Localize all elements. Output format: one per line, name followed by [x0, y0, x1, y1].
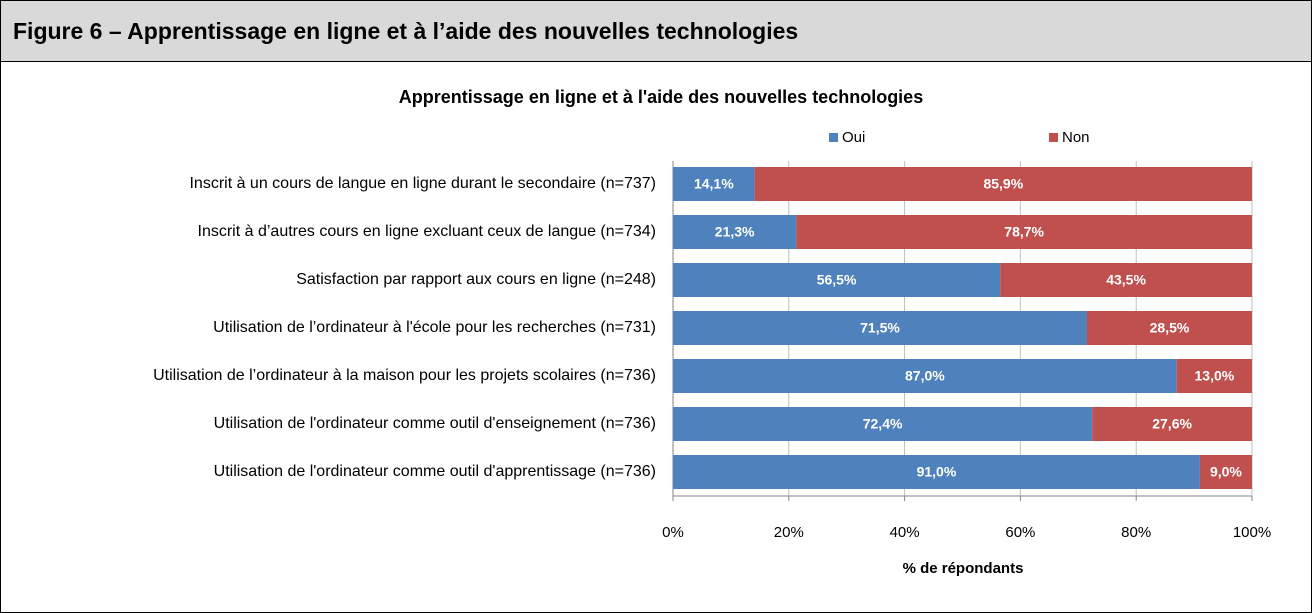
value-label: 14,1%	[694, 176, 734, 192]
figure-title: Figure 6 – Apprentissage en ligne et à l…	[13, 18, 799, 44]
category-label: Utilisation de l’ordinateur à la maison …	[153, 367, 656, 384]
chart-title: Apprentissage en ligne et à l'aide des n…	[399, 87, 923, 107]
bar	[1176, 359, 1252, 393]
value-label: 71,5%	[860, 320, 900, 336]
category-label: Inscrit à un cours de langue en ligne du…	[189, 175, 656, 192]
bar	[673, 263, 1001, 297]
category-label-box: Satisfaction par rapport aux cours en li…	[296, 256, 656, 304]
legend-label: Oui	[842, 129, 865, 146]
value-label: 56,5%	[817, 272, 857, 288]
bar	[673, 455, 1200, 489]
bar	[1092, 407, 1252, 441]
x-tick-label: 100%	[1233, 524, 1271, 541]
x-tick-label: 0%	[662, 524, 684, 541]
category-label: Inscrit à d’autres cours en ligne exclua…	[197, 223, 657, 240]
value-label: 21,3%	[715, 224, 755, 240]
legend-swatch	[829, 133, 838, 142]
value-label: 78,7%	[1004, 224, 1044, 240]
category-label: Utilisation de l'ordinateur comme outil …	[213, 415, 656, 432]
header: Figure 6 – Apprentissage en ligne et à l…	[1, 1, 1311, 62]
category-label: Utilisation de l'ordinateur comme outil …	[213, 463, 656, 480]
bar	[673, 311, 1087, 345]
value-label: 28,5%	[1150, 320, 1190, 336]
x-tick-label: 20%	[774, 524, 804, 541]
value-label: 85,9%	[983, 176, 1023, 192]
bar	[673, 215, 797, 249]
value-label: 91,0%	[917, 464, 957, 480]
x-axis-label: % de répondants	[903, 560, 1024, 577]
bar	[754, 167, 1252, 201]
category-label: Satisfaction par rapport aux cours en li…	[296, 271, 656, 288]
value-label: 9,0%	[1210, 464, 1242, 480]
x-tick-label: 40%	[890, 524, 920, 541]
category-label-box: Utilisation de l’ordinateur à la maison …	[153, 352, 656, 400]
category-label-box: Inscrit à un cours de langue en ligne du…	[189, 160, 656, 208]
category-label-box: Inscrit à d’autres cours en ligne exclua…	[198, 208, 657, 256]
value-label: 72,4%	[863, 416, 903, 432]
bar	[1199, 455, 1252, 489]
bar	[1000, 263, 1252, 297]
x-tick-label: 80%	[1121, 524, 1151, 541]
bar	[1086, 311, 1252, 345]
bar	[796, 215, 1252, 249]
bar	[673, 167, 755, 201]
category-label-box: Utilisation de l'ordinateur comme outil …	[214, 448, 656, 496]
value-label: 87,0%	[905, 368, 945, 384]
x-tick-label: 60%	[1005, 524, 1035, 541]
legend-label: Non	[1062, 129, 1090, 146]
bar	[673, 359, 1177, 393]
category-label-box: Utilisation de l'ordinateur comme outil …	[214, 400, 656, 448]
bar	[673, 407, 1093, 441]
category-label-box: Utilisation de l’ordinateur à l'école po…	[213, 304, 656, 352]
value-label: 43,5%	[1106, 272, 1146, 288]
value-label: 27,6%	[1152, 416, 1192, 432]
legend-swatch	[1049, 133, 1058, 142]
value-label: 13,0%	[1195, 368, 1235, 384]
category-label: Utilisation de l’ordinateur à l'école po…	[213, 319, 656, 336]
